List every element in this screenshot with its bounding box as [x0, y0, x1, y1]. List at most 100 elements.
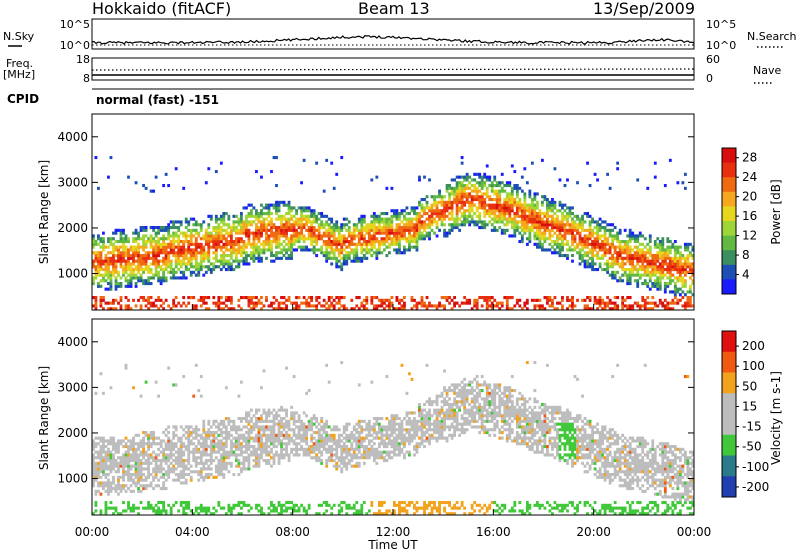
- velocity-cell: [197, 478, 201, 482]
- velocity-cell: [134, 470, 138, 474]
- power-cell: [255, 212, 258, 216]
- power-cell: [325, 254, 329, 258]
- power-cell: [425, 231, 429, 235]
- power-cell: [127, 265, 130, 269]
- power-cell: [287, 242, 291, 246]
- power-cell: [578, 220, 582, 224]
- power-cell: [460, 214, 464, 218]
- power-cell: [340, 251, 344, 255]
- power-cell: [179, 259, 183, 263]
- power-cell: [510, 296, 514, 300]
- power-cell: [132, 262, 135, 266]
- power-cell: [164, 228, 168, 232]
- power-cell: [114, 287, 118, 291]
- power-cell: [169, 251, 173, 255]
- power-cell: [543, 212, 547, 216]
- power-cell: [510, 192, 514, 196]
- power-cell: [568, 214, 572, 218]
- velocity-cell: [187, 436, 191, 440]
- velocity-cell: [97, 473, 100, 477]
- power-cell: [561, 254, 564, 258]
- power-cell: [413, 226, 416, 230]
- velocity-cell: [109, 481, 113, 485]
- power-cell: [500, 214, 504, 218]
- power-cell: [362, 237, 366, 241]
- freq-tick-high: 18: [76, 53, 90, 66]
- power-cell: [325, 223, 329, 227]
- power-cell: [571, 296, 574, 300]
- power-cell: [177, 259, 181, 263]
- power-cell: [252, 234, 256, 238]
- power-cell: [533, 206, 537, 210]
- velocity-cell: [242, 445, 246, 449]
- velocity-cell: [260, 447, 263, 451]
- power-cell: [209, 268, 213, 272]
- velocity-cell: [112, 464, 115, 468]
- power-cell: [385, 304, 389, 308]
- power-cell: [390, 214, 394, 218]
- power-cell: [270, 170, 273, 174]
- velocity-cell: [260, 436, 263, 440]
- power-cell: [290, 245, 293, 249]
- velocity-cell: [187, 453, 191, 457]
- velocity-cell: [267, 425, 271, 429]
- power-cell: [122, 268, 125, 272]
- power-cell: [485, 192, 489, 196]
- velocity-cell: [270, 447, 273, 451]
- power-cell: [382, 228, 386, 232]
- power-cell: [164, 251, 168, 255]
- velocity-cell: [139, 484, 143, 488]
- velocity-cell: [159, 501, 163, 505]
- power-cell: [576, 217, 579, 221]
- velocity-cell: [119, 456, 123, 460]
- power-cell: [234, 254, 238, 258]
- power-cell: [149, 304, 153, 308]
- power-cell: [192, 256, 196, 260]
- power-cell: [229, 240, 233, 244]
- power-cell: [430, 220, 434, 224]
- power-cell: [154, 270, 158, 274]
- power-cell: [127, 259, 130, 263]
- velocity-cell: [255, 422, 258, 426]
- power-cell: [440, 220, 444, 224]
- velocity-cell: [142, 442, 145, 446]
- power-cell: [686, 245, 690, 249]
- power-cell: [591, 220, 594, 224]
- velocity-cells: [92, 361, 695, 516]
- velocity-cell: [112, 467, 115, 471]
- power-cell: [380, 217, 384, 221]
- power-cell: [596, 298, 599, 302]
- power-cell: [475, 298, 479, 302]
- power-cell: [227, 217, 231, 221]
- power-cell: [242, 240, 246, 244]
- power-cell: [508, 198, 512, 202]
- velocity-cell: [169, 506, 173, 510]
- velocity-cell: [137, 481, 140, 485]
- velocity-cell: [189, 439, 193, 443]
- power-cell: [272, 223, 276, 227]
- power-cell: [217, 245, 221, 249]
- power-cell: [686, 296, 690, 300]
- power-cell: [470, 214, 474, 218]
- velocity-cell: [109, 439, 113, 443]
- power-cell: [184, 220, 188, 224]
- velocity-cell: [260, 450, 263, 454]
- power-cell: [553, 226, 557, 230]
- velocity-cell: [229, 506, 233, 510]
- velocity-cell: [127, 467, 130, 471]
- power-cell: [538, 209, 542, 213]
- power-cell: [340, 248, 344, 252]
- power-cell: [648, 251, 652, 255]
- power-cell: [648, 237, 652, 241]
- power-cell: [488, 304, 492, 308]
- power-cell: [463, 175, 467, 179]
- velocity-cell: [224, 433, 228, 437]
- velocity-cell: [154, 467, 158, 471]
- power-cell: [124, 276, 128, 280]
- power-cell: [568, 231, 572, 235]
- power-cell: [691, 268, 695, 272]
- power-cell: [596, 251, 599, 255]
- velocity-cell: [127, 450, 130, 454]
- velocity-cell: [92, 439, 95, 443]
- power-cell: [483, 298, 487, 302]
